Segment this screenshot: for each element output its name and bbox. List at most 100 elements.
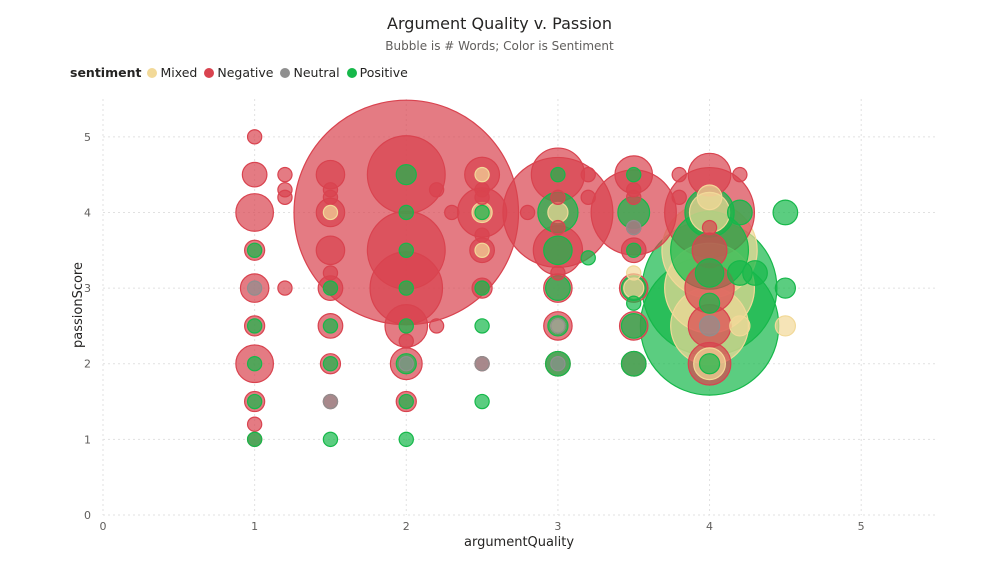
y-tick-label: 4 [84,206,91,219]
bubble-negative[interactable] [277,166,293,183]
bubble-negative[interactable] [671,166,687,183]
x-axis-label: argumentQuality [464,535,574,550]
bubble-positive[interactable] [543,235,573,266]
bubble-neutral[interactable] [626,219,642,236]
bubble-positive[interactable] [398,204,414,221]
bubble-positive[interactable] [474,204,490,221]
bubble-negative[interactable] [519,204,536,221]
bubble-positive[interactable] [580,250,596,266]
bubble-negative[interactable] [277,189,293,206]
bubble-neutral[interactable] [398,356,414,372]
legend-item-mixed[interactable]: Mixed [147,65,197,80]
bubble-positive[interactable] [322,431,339,448]
chart-title: Argument Quality v. Passion [387,14,612,33]
bubble-positive[interactable] [398,280,414,296]
y-tick-label: 2 [84,358,91,371]
bubble-positive[interactable] [474,280,490,296]
bubble-positive[interactable] [322,318,339,334]
bubble-positive[interactable] [774,277,797,299]
bubble-negative[interactable] [277,280,293,296]
bubble-negative[interactable] [246,416,263,432]
x-tick-label: 3 [554,520,561,533]
bubble-mixed[interactable] [774,315,797,337]
bubble-negative[interactable] [315,235,346,266]
bubble-neutral[interactable] [550,318,566,334]
bubble-positive[interactable] [620,313,647,339]
bubble-negative[interactable] [732,166,748,183]
bubble-mixed[interactable] [547,201,569,224]
legend-item-negative[interactable]: Negative [204,65,273,80]
y-tick-label: 5 [84,131,91,144]
legend-label-negative: Negative [217,65,274,80]
bubble-positive[interactable] [395,163,417,186]
bubble-positive[interactable] [246,431,263,448]
bubble-positive[interactable] [550,166,566,183]
bubble-negative[interactable] [398,333,414,349]
y-tick-label: 1 [84,433,91,446]
bubble-positive[interactable] [246,318,263,334]
legend-dot-mixed [147,67,158,78]
bubble-positive[interactable] [626,295,642,311]
bubble-negative[interactable] [701,219,718,236]
bubble-negative[interactable] [580,166,596,183]
bubble-negative[interactable] [444,204,460,221]
x-tick-label: 4 [706,520,713,533]
bubble-positive[interactable] [398,318,414,334]
legend-label-neutral: Neutral [293,65,340,80]
bubble-neutral[interactable] [322,393,339,410]
legend-dot-positive [346,67,357,78]
bubble-positive[interactable] [398,431,414,448]
bubble-positive[interactable] [620,350,647,377]
bubble-positive[interactable] [626,166,642,183]
bubble-positive[interactable] [398,393,414,410]
bubble-neutral[interactable] [246,280,263,296]
bubble-positive[interactable] [246,393,263,410]
bubble-positive[interactable] [698,292,721,314]
bubble-positive[interactable] [626,242,642,258]
bubble-negative[interactable] [550,265,566,281]
bubble-negative[interactable] [474,189,490,206]
bubble-negative[interactable] [626,189,642,206]
bubble-mixed[interactable] [322,204,339,221]
bubble-mixed[interactable] [474,242,490,258]
bubble-positive[interactable] [322,280,339,296]
bubble-negative[interactable] [550,189,566,206]
bubble-neutral[interactable] [474,356,490,372]
axis-ticks: 0 1 2 3 4 5 0 1 2 3 4 5 [84,131,865,533]
bubble-negative[interactable] [235,193,275,232]
bubble-negative[interactable] [671,189,687,206]
bubble-positive[interactable] [474,318,490,334]
bubble-mixed[interactable] [474,166,490,183]
legend-label-positive: Positive [359,65,408,80]
legend-item-neutral[interactable]: Neutral [280,65,340,80]
bubble-mixed[interactable] [729,315,751,337]
bubble-negative[interactable] [474,227,490,243]
bubble-negative[interactable] [580,189,596,206]
bubble-positive[interactable] [246,242,263,258]
y-tick-label: 3 [84,282,91,295]
bubble-negative[interactable] [246,129,263,145]
bubble-negative[interactable] [322,265,339,281]
bubble-neutral[interactable] [698,315,721,337]
bubble-positive[interactable] [474,393,490,410]
bubble-positive[interactable] [694,258,725,288]
bubble-negative[interactable] [428,318,445,334]
bubble-positive[interactable] [246,356,263,372]
bubble-mixed[interactable] [626,265,642,281]
bubble-positive[interactable] [698,353,721,375]
bubble-mixed[interactable] [696,184,723,211]
legend-item-positive[interactable]: Positive [346,65,408,80]
bubbles [235,99,799,448]
bubble-negative[interactable] [322,189,339,206]
legend: sentiment Mixed Negative Neutral Positiv… [70,65,415,80]
bubble-negative[interactable] [428,182,445,198]
bubble-positive[interactable] [322,356,339,372]
bubble-positive[interactable] [772,199,799,226]
bubble-negative[interactable] [550,219,566,236]
bubble-positive[interactable] [726,199,753,226]
bubble-positive[interactable] [742,260,768,286]
bubble-positive[interactable] [398,242,414,258]
bubble-mixed[interactable] [623,277,645,299]
bubble-neutral[interactable] [550,356,566,372]
bubble-negative[interactable] [241,161,268,188]
